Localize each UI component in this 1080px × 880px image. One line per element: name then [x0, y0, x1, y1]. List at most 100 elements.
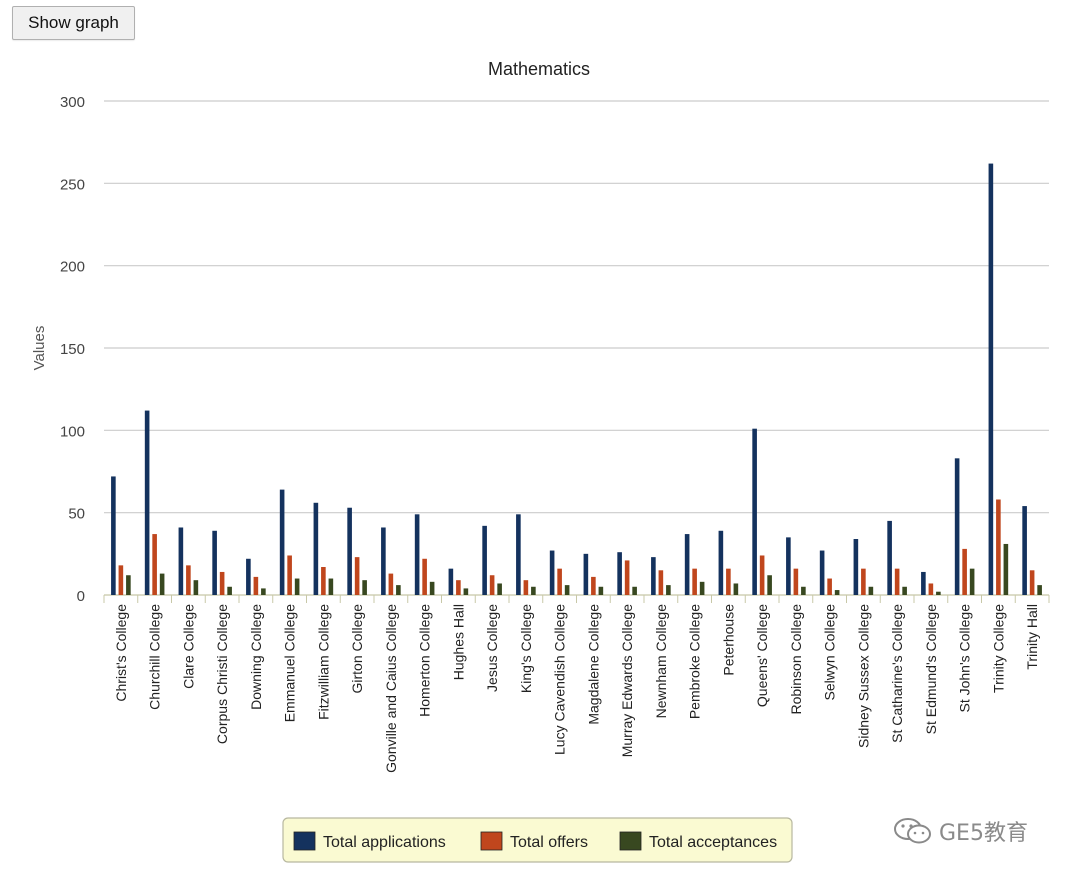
bar-acceptances [801, 586, 806, 595]
x-tick-label: Christ's College [113, 604, 129, 702]
bar-applications [549, 550, 555, 595]
bar-offers [996, 499, 1001, 595]
x-tick-label: Clare College [180, 604, 196, 689]
bar-offers [726, 568, 731, 595]
bar-acceptances [362, 580, 367, 595]
bar-offers [489, 575, 495, 595]
y-tick-label: 300 [60, 94, 85, 111]
x-tick-label: Jesus College [484, 604, 500, 692]
bar-offers [962, 548, 967, 595]
x-tick-label: Emmanuel College [282, 604, 298, 722]
x-tick-label: Newnham College [653, 604, 669, 719]
bar-acceptances [564, 585, 570, 595]
bar-offers [152, 534, 157, 595]
y-tick-label: 50 [68, 506, 85, 523]
bar-applications [448, 568, 454, 595]
bar-acceptances [497, 583, 502, 595]
wechat-icon [894, 818, 931, 844]
bar-acceptances [227, 586, 232, 595]
bar-acceptances [1037, 585, 1042, 595]
bar-acceptances [767, 575, 772, 595]
bar-offers [658, 570, 664, 595]
bar-applications [1022, 506, 1027, 595]
x-tick-label: Fitzwilliam College [315, 604, 331, 720]
bar-offers [624, 560, 630, 595]
bar-offers [793, 568, 799, 595]
bar-acceptances [733, 583, 739, 595]
y-axis-label: Values [31, 326, 48, 371]
y-tick-label: 250 [60, 176, 85, 193]
x-tick-label: Downing College [248, 604, 264, 710]
bar-acceptances [396, 585, 401, 595]
bar-acceptances [1003, 543, 1009, 595]
legend-swatch-applications [293, 831, 316, 851]
x-axis-ticks: Christ's College Churchill College Clare C… [113, 604, 1040, 773]
bar-offers [591, 576, 596, 595]
bar-acceptances [699, 581, 705, 595]
x-tick-label: King's College [518, 604, 534, 693]
bar-applications [617, 552, 622, 595]
legend-box [282, 817, 793, 863]
bar-applications [718, 530, 724, 595]
x-tick-label: Homerton College [417, 604, 433, 717]
bar-applications [144, 410, 150, 595]
bar-applications [853, 539, 859, 595]
bar-acceptances [126, 575, 131, 595]
watermark: GE5教育 [893, 814, 1028, 848]
bar-offers [287, 555, 292, 595]
x-tick-label: Queens' College [754, 604, 770, 707]
y-tick-label: 150 [60, 341, 85, 358]
bar-offers [557, 568, 562, 595]
x-tick-label: Trinity College [990, 604, 1006, 693]
bar-applications [684, 534, 690, 595]
bar-offers [928, 583, 934, 595]
y-axis-ticks: 0 50 100 150 200 250 300 [60, 94, 85, 605]
legend-label-acceptances: Total acceptances [649, 834, 777, 851]
bar-applications [516, 514, 521, 595]
x-tick-label: Pembroke College [687, 604, 703, 719]
bar-acceptances [902, 586, 907, 595]
bar-applications [988, 163, 994, 595]
bar-offers [456, 580, 461, 595]
x-tick-label: Peterhouse [720, 604, 736, 676]
legend: Total applications Total offers Total acce… [282, 817, 793, 863]
bar-applications [414, 514, 420, 595]
bar-offers [861, 568, 866, 595]
x-tick-label: Murray Edwards College [619, 604, 635, 757]
chart-title: Mathematics [488, 59, 590, 79]
bar-offers [827, 578, 832, 595]
x-tick-label: Selwyn College [822, 604, 838, 701]
bar-offers [118, 565, 124, 595]
bar-acceptances [193, 580, 199, 595]
bar-offers [219, 571, 225, 595]
bar-applications [482, 525, 487, 595]
gridlines [103, 100, 1050, 603]
bar-offers [894, 568, 900, 595]
bar-applications [954, 458, 960, 595]
bar-applications [212, 530, 217, 595]
x-tick-label: Magdalene College [585, 604, 601, 725]
bar-acceptances [463, 588, 469, 595]
y-tick-label: 100 [60, 423, 85, 440]
bar-acceptances [936, 591, 941, 595]
x-tick-label: Lucy Cavendish College [552, 604, 568, 755]
bar-acceptances [531, 586, 536, 595]
x-tick-label: Gonville and Caius College [383, 604, 399, 773]
bar-applications [786, 537, 791, 595]
x-tick-label: St Catharine's College [889, 604, 905, 743]
x-tick-label: Churchill College [147, 604, 163, 710]
bar-acceptances [632, 586, 637, 595]
show-graph-button[interactable]: Show graph [12, 6, 135, 40]
legend-swatch-offers [480, 831, 503, 851]
bar-offers [321, 567, 326, 595]
legend-label-offers: Total offers [510, 834, 588, 851]
bar-applications [313, 502, 319, 595]
x-tick-label: Corpus Christi College [214, 604, 230, 744]
bar-applications [921, 571, 926, 595]
bar-applications [246, 558, 251, 595]
bar-offers [354, 557, 360, 595]
bar-applications [279, 489, 285, 595]
bar-offers [388, 573, 394, 595]
bar-acceptances [868, 586, 874, 595]
